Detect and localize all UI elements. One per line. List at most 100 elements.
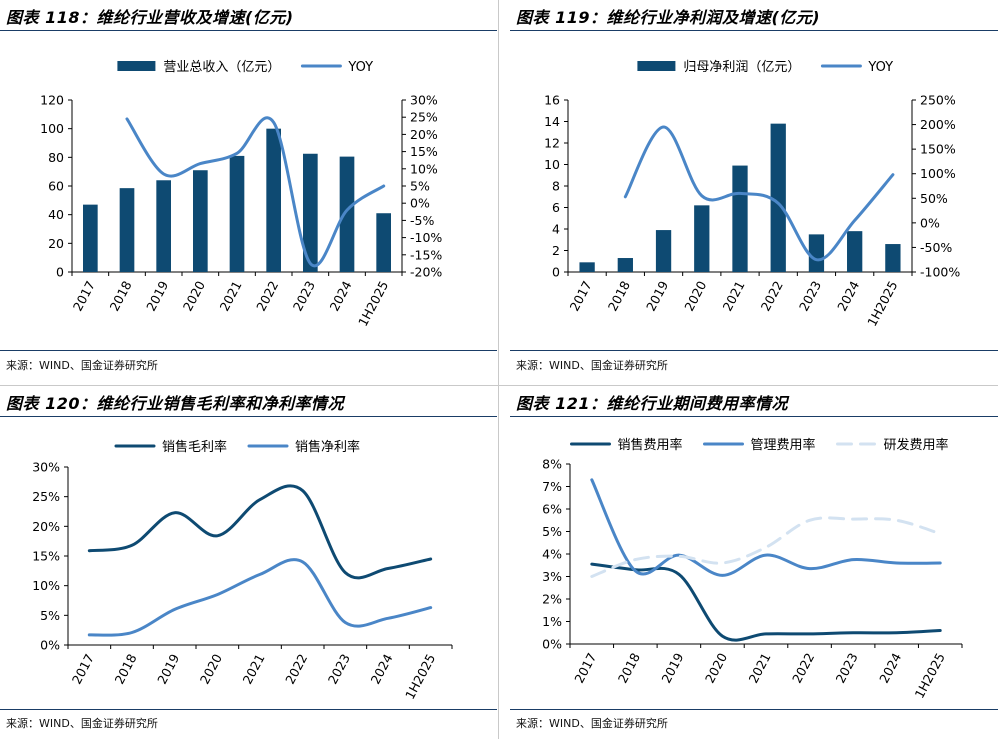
source-rule — [0, 350, 497, 351]
x-tick-label: 2021 — [719, 278, 747, 313]
bar — [694, 205, 710, 272]
bar — [808, 234, 825, 272]
legend-label: YOY — [347, 60, 373, 75]
y-tick-label: 60 — [48, 179, 64, 194]
y-tick-label: 16 — [544, 93, 560, 108]
bar — [266, 128, 281, 272]
bar — [339, 156, 355, 272]
y-tick-label: 20 — [48, 236, 64, 251]
legend-swatch — [637, 61, 676, 71]
x-tick-label: 2022 — [789, 650, 817, 685]
y2-tick-label: 150% — [920, 142, 956, 157]
legend-label: 研发费用率 — [884, 437, 949, 453]
x-tick-label: 2020 — [197, 651, 225, 686]
y-tick-label: 0% — [40, 638, 60, 653]
y2-tick-label: -20% — [410, 265, 442, 280]
y2-tick-label: -100% — [920, 265, 960, 280]
x-tick-label: 2019 — [658, 650, 686, 685]
bar — [83, 204, 98, 272]
bar — [579, 262, 595, 272]
x-tick-label: 2018 — [111, 651, 139, 686]
x-tick-label: 2024 — [876, 650, 904, 685]
y-tick-label: 8 — [552, 179, 560, 194]
x-tick-label: 2021 — [239, 651, 267, 686]
legend-swatch — [117, 61, 156, 71]
x-tick-label: 2019 — [643, 278, 671, 313]
y-tick-label: 1% — [542, 614, 562, 629]
bar — [303, 153, 318, 272]
source-note: 来源：WIND、国金证券研究所 — [6, 717, 158, 730]
x-tick-label: 2017 — [70, 278, 98, 313]
bar — [885, 244, 901, 272]
chart-revenue: 0 20 40 60 80 100 120 2017 2018 2019 2020 2021 2022 2… — [40, 60, 442, 329]
x-tick-label: 1H2025 — [912, 650, 948, 700]
legend-label: 管理费用率 — [751, 437, 816, 453]
x-tick-label: 2020 — [180, 278, 208, 313]
x-tick-label: 2018 — [106, 278, 134, 313]
x-tick-label: 2017 — [567, 278, 595, 313]
x-tick-label: 2020 — [681, 278, 709, 313]
x-tick-label: 2021 — [216, 278, 244, 313]
panel-title: 图表 119：维纶行业净利润及增速(亿元) — [516, 8, 821, 27]
legend-label: 销售净利率 — [295, 439, 360, 455]
series-line — [590, 562, 942, 642]
series-line — [623, 125, 895, 262]
bar — [376, 213, 391, 272]
vertical-separator — [498, 0, 499, 739]
y2-tick-label: -5% — [410, 213, 434, 228]
horizontal-separator — [0, 385, 998, 386]
panel-expense-ratios: 图表 121：维纶行业期间费用率情况 0% 1% 2% 3% 4% 5% 6% 7% 8% 201… — [510, 386, 998, 739]
y-tick-label: 2 — [552, 243, 560, 258]
title-rule — [510, 416, 998, 417]
y-tick-label: 5% — [542, 524, 562, 539]
title-rule — [0, 30, 497, 31]
y2-tick-label: 20% — [410, 127, 438, 142]
bar — [229, 155, 245, 272]
y-tick-label: 10% — [32, 578, 60, 593]
y-tick-label: 5% — [40, 608, 60, 623]
x-tick-label: 2023 — [325, 651, 353, 686]
x-tick-label: 2021 — [745, 650, 773, 685]
y-tick-label: 3% — [542, 569, 562, 584]
y2-tick-label: 0% — [920, 215, 940, 230]
y-tick-label: 7% — [542, 479, 562, 494]
y2-tick-label: 5% — [410, 179, 430, 194]
y-tick-label: 20% — [32, 519, 60, 534]
x-tick-label: 2019 — [143, 278, 171, 313]
x-tick-label: 2018 — [605, 278, 633, 313]
y-tick-label: 8% — [542, 457, 562, 472]
y2-tick-label: -10% — [410, 230, 442, 245]
y-tick-label: 0 — [552, 265, 560, 280]
bar — [119, 188, 135, 272]
y-tick-label: 6 — [552, 200, 560, 215]
x-tick-label: 1H2025 — [402, 651, 438, 701]
x-tick-label: 2024 — [367, 651, 395, 686]
y2-tick-label: 200% — [920, 117, 956, 132]
y2-tick-label: 100% — [920, 166, 956, 181]
source-note: 来源：WIND、国金证券研究所 — [516, 717, 668, 730]
y2-tick-label: 25% — [410, 110, 438, 125]
source-rule — [510, 350, 998, 351]
y-tick-label: 4% — [542, 547, 562, 562]
y-tick-label: 14 — [544, 114, 560, 129]
bar — [770, 123, 786, 273]
y-tick-label: 4 — [552, 222, 560, 237]
y-tick-label: 12 — [544, 136, 560, 151]
legend-label: 销售费用率 — [618, 437, 683, 453]
x-tick-label: 1H2025 — [355, 278, 391, 328]
bar — [847, 231, 863, 272]
bar — [193, 170, 208, 272]
bar — [156, 180, 171, 272]
y-tick-label: 120 — [40, 93, 64, 108]
y-tick-label: 30% — [32, 460, 60, 475]
panel-title: 图表 118：维纶行业营收及增速(亿元) — [6, 8, 294, 27]
y-tick-label: 6% — [542, 502, 562, 517]
y-tick-label: 15% — [32, 549, 60, 564]
panel-margins: 图表 120：维纶行业销售毛利率和净利率情况 0% 5% 10% 15% 20% 25% 3… — [0, 386, 497, 739]
series-line — [125, 116, 386, 268]
y-tick-label: 80 — [48, 150, 64, 165]
y2-tick-label: -15% — [410, 247, 442, 262]
x-tick-label: 2023 — [796, 278, 824, 313]
y-tick-label: 2% — [542, 592, 562, 607]
x-tick-label: 2022 — [253, 278, 281, 313]
